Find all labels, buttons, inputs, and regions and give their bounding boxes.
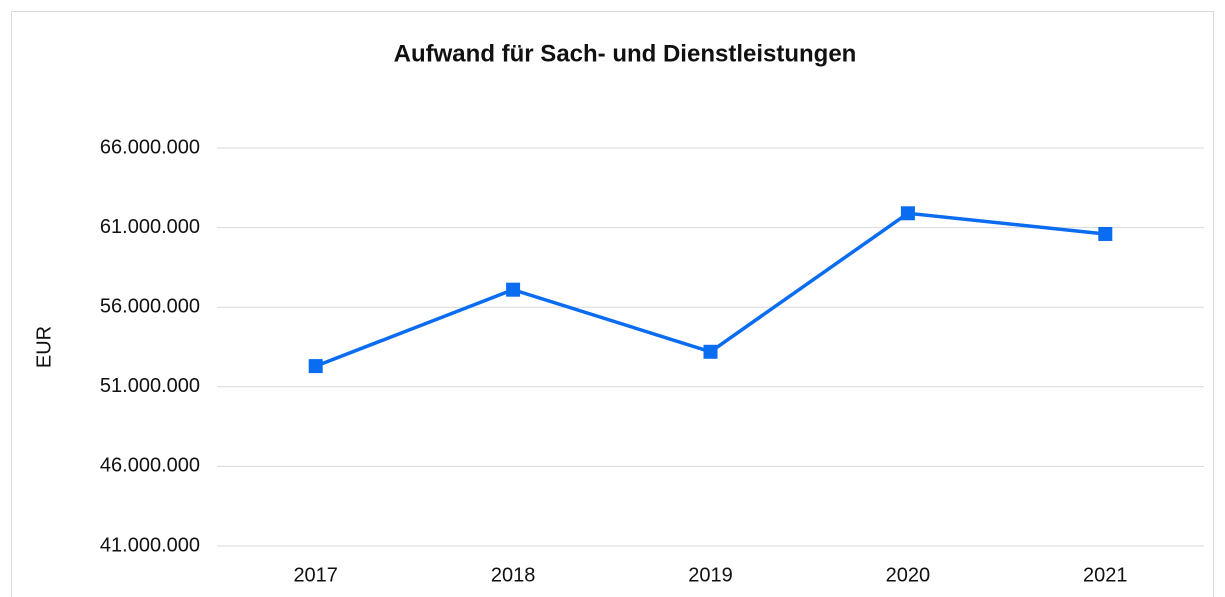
y-tick-label: 61.000.000 xyxy=(100,216,200,238)
y-tick-label: 56.000.000 xyxy=(100,295,200,317)
y-tick-label: 66.000.000 xyxy=(100,136,200,158)
y-axis-label: EUR xyxy=(33,326,55,368)
x-tick-label: 2020 xyxy=(886,564,931,586)
x-tick-label: 2021 xyxy=(1083,564,1128,586)
y-tick-label: 51.000.000 xyxy=(100,375,200,397)
x-tick-label: 2019 xyxy=(688,564,733,586)
y-tick-label: 46.000.000 xyxy=(100,455,200,477)
x-tick-label: 2018 xyxy=(491,564,536,586)
chart-title: Aufwand für Sach- und Dienstleistungen xyxy=(394,40,857,67)
marker xyxy=(506,282,521,297)
line xyxy=(315,211,1106,368)
x-tick-label: 2017 xyxy=(293,564,338,586)
marker xyxy=(703,344,718,359)
marker xyxy=(1098,226,1113,241)
chart-border xyxy=(11,11,1214,597)
y-tick-label: 41.000.000 xyxy=(100,534,200,556)
marker xyxy=(308,359,323,374)
marker xyxy=(900,206,915,221)
